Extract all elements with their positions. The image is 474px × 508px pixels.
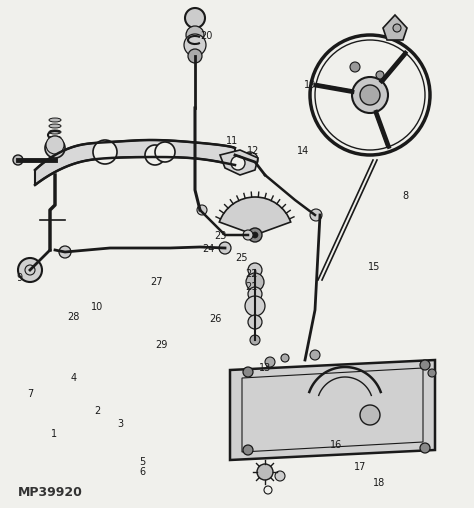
Text: 17: 17 <box>354 462 366 472</box>
Polygon shape <box>383 15 407 40</box>
Circle shape <box>250 335 260 345</box>
Circle shape <box>360 405 380 425</box>
Circle shape <box>265 357 275 367</box>
Text: 8: 8 <box>402 190 408 201</box>
Text: 16: 16 <box>330 439 343 450</box>
Ellipse shape <box>49 136 61 140</box>
Polygon shape <box>35 140 235 185</box>
Circle shape <box>376 71 384 79</box>
Circle shape <box>248 287 262 301</box>
Polygon shape <box>230 360 435 460</box>
Ellipse shape <box>49 124 61 128</box>
Circle shape <box>360 85 380 105</box>
Circle shape <box>420 360 430 370</box>
Circle shape <box>18 258 42 282</box>
Text: 20: 20 <box>200 30 212 41</box>
Circle shape <box>145 145 165 165</box>
Circle shape <box>93 140 117 164</box>
Text: 10: 10 <box>91 302 103 312</box>
Text: 1: 1 <box>52 429 57 439</box>
Circle shape <box>248 228 262 242</box>
Circle shape <box>393 24 401 32</box>
Circle shape <box>248 315 262 329</box>
Circle shape <box>242 152 258 168</box>
Text: 25: 25 <box>236 252 248 263</box>
Circle shape <box>219 242 231 254</box>
Circle shape <box>243 445 253 455</box>
Text: 22: 22 <box>245 269 257 279</box>
Circle shape <box>281 354 289 362</box>
Text: 28: 28 <box>67 312 80 323</box>
Circle shape <box>13 155 23 165</box>
Circle shape <box>184 34 206 56</box>
Text: 11: 11 <box>226 136 238 146</box>
Polygon shape <box>220 150 258 175</box>
Text: 26: 26 <box>210 313 222 324</box>
Circle shape <box>46 136 64 154</box>
Text: 27: 27 <box>150 277 163 287</box>
Text: 4: 4 <box>71 373 76 384</box>
Text: 9: 9 <box>17 273 23 283</box>
Circle shape <box>155 142 175 162</box>
Text: 23: 23 <box>214 231 227 241</box>
Text: 29: 29 <box>155 340 167 351</box>
Circle shape <box>243 367 253 377</box>
Text: 13: 13 <box>259 363 272 373</box>
Text: 19: 19 <box>304 80 317 90</box>
Circle shape <box>186 26 204 44</box>
Circle shape <box>420 443 430 453</box>
Text: 3: 3 <box>118 419 124 429</box>
Circle shape <box>275 471 285 481</box>
Ellipse shape <box>49 130 61 134</box>
Text: 24: 24 <box>202 244 215 254</box>
Text: 7: 7 <box>27 389 34 399</box>
Circle shape <box>246 273 264 291</box>
Circle shape <box>428 369 436 377</box>
Circle shape <box>248 263 262 277</box>
Wedge shape <box>219 197 291 235</box>
Circle shape <box>197 205 207 215</box>
Circle shape <box>245 296 265 316</box>
Circle shape <box>188 49 202 63</box>
Text: 15: 15 <box>368 262 381 272</box>
Circle shape <box>350 62 360 72</box>
Circle shape <box>310 209 322 221</box>
Text: 6: 6 <box>139 467 145 478</box>
Circle shape <box>252 232 258 238</box>
Circle shape <box>231 156 245 170</box>
Text: 18: 18 <box>373 478 385 488</box>
Text: 2: 2 <box>94 406 100 417</box>
Circle shape <box>45 138 65 158</box>
Circle shape <box>243 230 253 240</box>
Text: 5: 5 <box>139 457 146 467</box>
Text: 12: 12 <box>247 146 260 156</box>
Circle shape <box>310 350 320 360</box>
Text: 14: 14 <box>297 146 310 156</box>
Circle shape <box>352 77 388 113</box>
Circle shape <box>185 8 205 28</box>
Text: MP39920: MP39920 <box>18 487 83 499</box>
Text: 21: 21 <box>245 282 257 292</box>
Ellipse shape <box>49 118 61 122</box>
Circle shape <box>59 246 71 258</box>
Ellipse shape <box>49 142 61 146</box>
Circle shape <box>257 464 273 480</box>
